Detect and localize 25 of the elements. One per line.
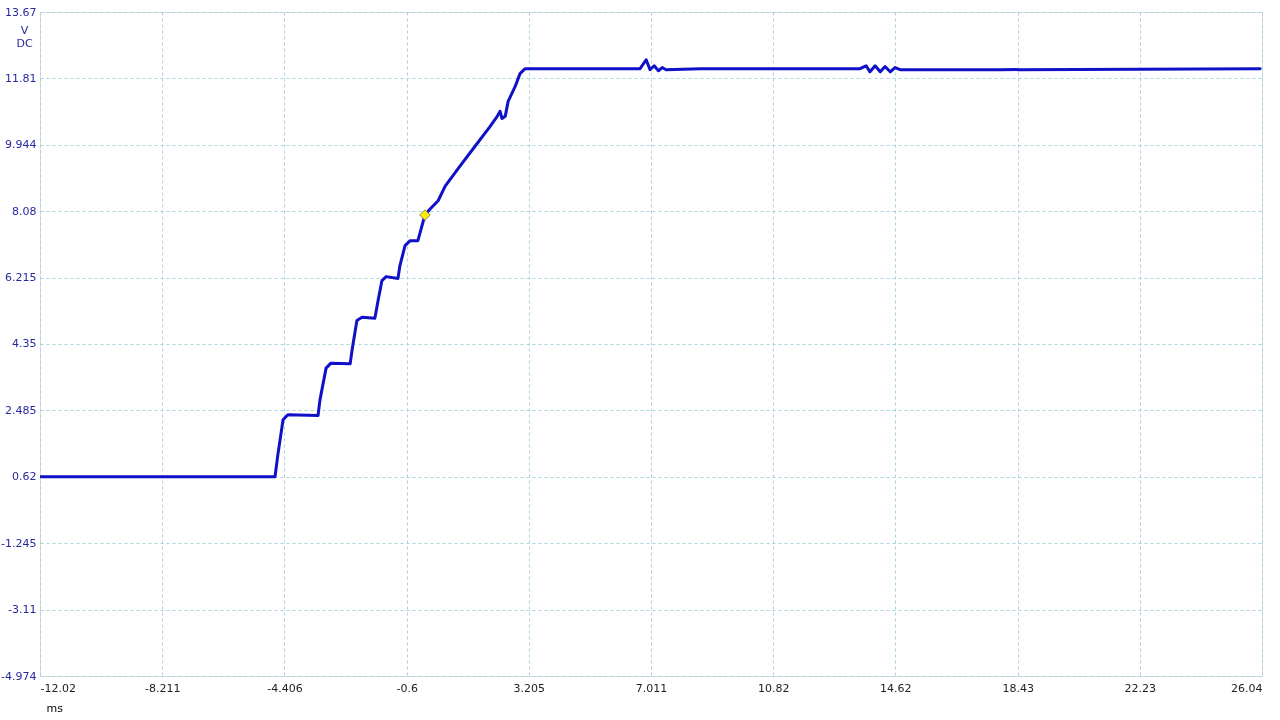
- y-tick-label: 13.67: [5, 5, 37, 19]
- y-tick-label: 2.485: [5, 403, 37, 417]
- y-tick-label: 6.215: [5, 271, 37, 285]
- x-tick-label: -4.406: [267, 681, 303, 695]
- y-tick-label: 4.35: [12, 337, 37, 351]
- line-series: [40, 58, 1262, 479]
- y-tick-label: 0.62: [12, 470, 37, 484]
- x-tick-label: -0.6: [396, 681, 418, 695]
- y-tick-label: 11.81: [5, 71, 37, 85]
- x-tick-label: 3.205: [513, 681, 546, 695]
- x-tick-label: 18.43: [1002, 681, 1034, 695]
- y-axis-title: V DC: [16, 23, 33, 50]
- y-tick-label: -4.974: [1, 669, 37, 683]
- x-tick-label: -8.211: [145, 681, 181, 695]
- x-tick-label: 10.82: [758, 681, 790, 695]
- x-tick-label: 14.62: [880, 681, 912, 695]
- x-tick-label: 22.23: [1124, 681, 1156, 695]
- y-tick-label: -3.11: [8, 603, 37, 617]
- x-tick-label: 7.011: [635, 681, 668, 695]
- x-tick-label: -12.02: [40, 681, 76, 695]
- y-tick-label: -1.245: [1, 536, 37, 550]
- y-tick-label: 9.944: [5, 138, 37, 152]
- x-axis-title: ms: [46, 701, 64, 715]
- x-tick-label: 26.04: [1231, 681, 1263, 695]
- y-tick-label: 8.08: [12, 204, 37, 218]
